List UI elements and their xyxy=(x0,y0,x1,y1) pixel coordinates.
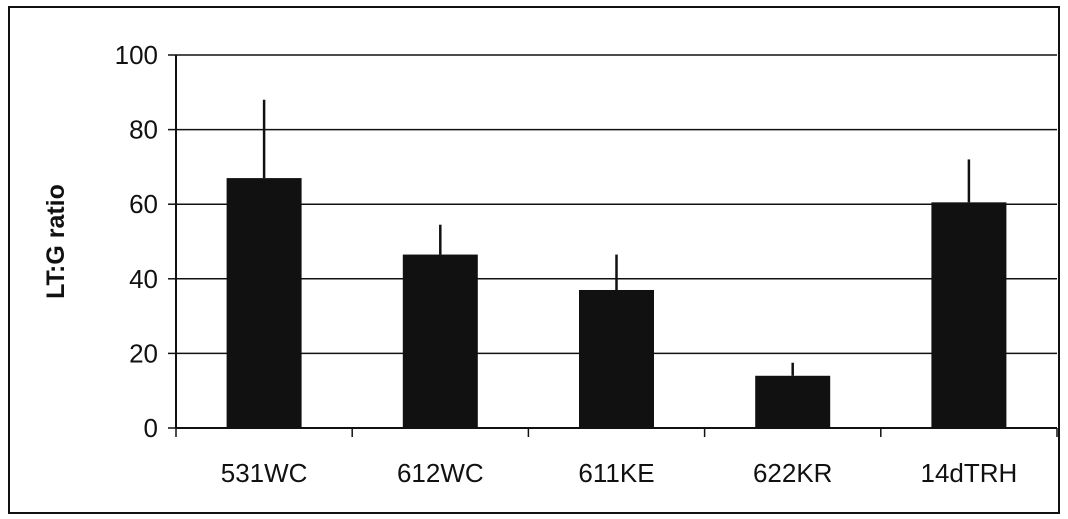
y-axis-title: LT:G ratio xyxy=(42,184,70,299)
y-tick-label-0: 0 xyxy=(144,413,158,443)
x-tick-label-611KE: 611KE xyxy=(578,458,654,488)
x-tick-label-14dTRH: 14dTRH xyxy=(920,458,1017,488)
y-ticks xyxy=(168,54,176,429)
bars xyxy=(226,178,1007,428)
y-tick-label-20: 20 xyxy=(129,338,158,368)
y-tick-label-40: 40 xyxy=(129,264,158,294)
y-tick-label-100: 100 xyxy=(115,40,158,70)
x-tick-label-531WC: 531WC xyxy=(221,458,308,488)
x-tick-label-622KR: 622KR xyxy=(753,458,833,488)
x-ticks xyxy=(175,428,1058,437)
bar-531WC xyxy=(226,178,302,428)
chart-frame xyxy=(8,6,1060,514)
x-tick-labels: 531WC 612WC 611KE 622KR 14dTRH xyxy=(221,458,1018,488)
y-tick-label-80: 80 xyxy=(129,115,158,145)
y-tick-label-60: 60 xyxy=(129,189,158,219)
x-tick-label-612WC: 612WC xyxy=(397,458,484,488)
bar-622KR xyxy=(755,375,831,428)
error-bars xyxy=(262,99,971,376)
y-tick-labels: 0 20 40 60 80 100 xyxy=(115,40,158,443)
bar-611KE xyxy=(579,289,654,428)
bar-14dTRH xyxy=(931,202,1007,428)
bar-612WC xyxy=(402,254,478,428)
